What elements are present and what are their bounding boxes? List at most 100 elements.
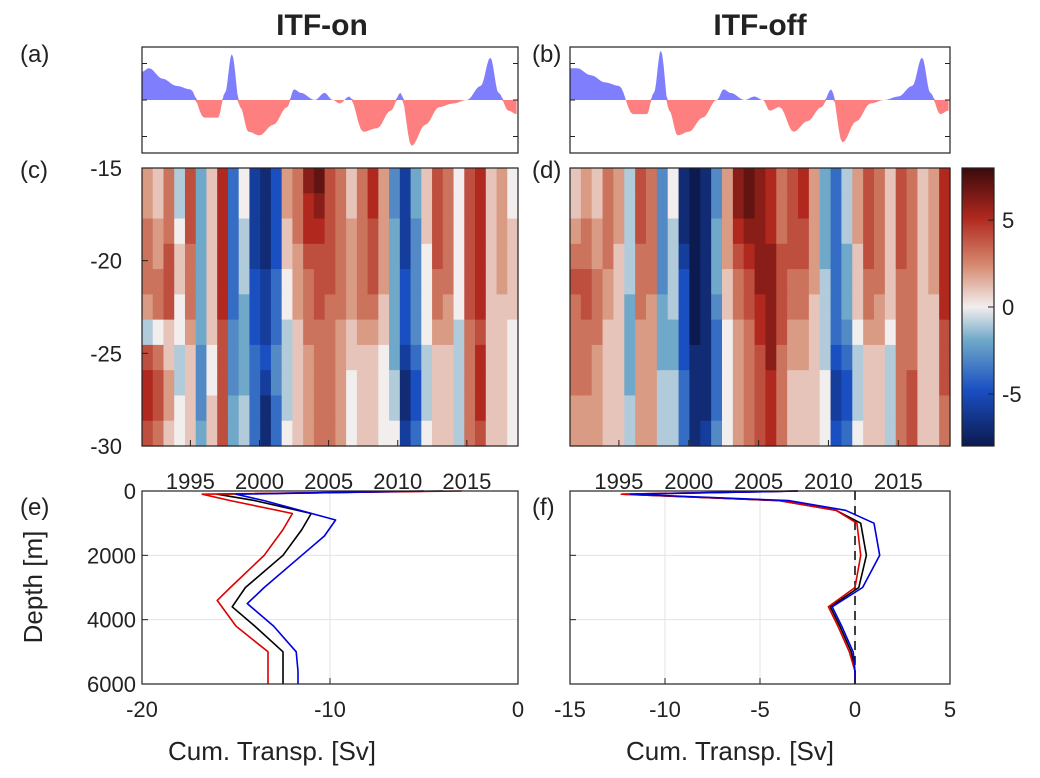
heatmap-cell [852, 319, 864, 346]
heatmap-cell [906, 294, 919, 321]
heatmap-cell [874, 344, 886, 371]
heatmap-cell [399, 269, 412, 295]
ytick-label: 4000 [87, 608, 136, 633]
heatmap-cell [776, 294, 788, 321]
heatmap-cell [830, 243, 843, 270]
heatmap-cell [142, 319, 154, 346]
heatmap-cell [313, 319, 326, 346]
heatmap-cell [841, 294, 853, 321]
heatmap-cell [346, 193, 358, 220]
heatmap-cell [152, 294, 165, 321]
xtick-label: -5 [750, 697, 770, 722]
heatmap-cell [292, 370, 304, 397]
heatmap-cell [787, 395, 799, 422]
heatmap-cell [206, 218, 218, 245]
heatmap-cell [798, 218, 810, 245]
heatmap-cell [399, 420, 412, 447]
heatmap-cell [335, 294, 347, 321]
heatmap-cell [367, 420, 379, 447]
heatmap-cell [819, 420, 832, 447]
heatmap-cell [142, 193, 154, 220]
heatmap-cell [174, 218, 186, 245]
heatmap-cell [722, 193, 734, 220]
heatmap-cell [787, 243, 799, 270]
heatmap-cell [410, 319, 422, 346]
heatmap-cell [270, 168, 283, 194]
heatmap-cell [356, 193, 369, 220]
heatmap-cell [356, 319, 369, 346]
heatmap-cell [346, 395, 358, 422]
heatmap-cell [507, 420, 519, 447]
heatmap-cell [270, 344, 283, 371]
heatmap-cell [722, 168, 734, 194]
heatmap-cell [163, 193, 175, 220]
heatmap-cell [152, 395, 165, 422]
heatmap-cell [399, 243, 412, 270]
heatmap-cell [711, 395, 723, 422]
heatmap-cell [442, 319, 455, 346]
heatmap-cell [678, 168, 691, 194]
heatmap-cell [884, 395, 897, 422]
heatmap-cell [303, 168, 315, 194]
panel-c: -15 -20 -25 -30 1995 2000 2005 2010 2015 [90, 156, 519, 494]
heatmap-cell [389, 168, 401, 194]
xtick-label: -20 [126, 697, 158, 722]
heatmap-cell [475, 319, 487, 346]
heatmap-cell [863, 294, 875, 321]
heatmap-cell [174, 420, 186, 447]
heatmap-cell [217, 420, 229, 447]
heatmap-cell [421, 294, 433, 321]
heatmap-cell [765, 218, 777, 245]
heatmap-cell [292, 168, 304, 194]
heatmap-cell [884, 218, 897, 245]
ytick-label: 2000 [87, 543, 136, 568]
heatmap-cell [906, 243, 919, 270]
panel-a-frame [141, 46, 519, 154]
heatmap-cell [689, 420, 701, 447]
heatmap-cell [142, 420, 154, 447]
heatmap-cell [613, 420, 625, 447]
heatmap-cell [335, 370, 347, 397]
heatmap-cell [378, 344, 390, 371]
panel-label-b: (b) [532, 41, 561, 68]
heatmap-cell [852, 193, 864, 220]
heatmap-cell [917, 269, 929, 295]
heatmap-cell [841, 243, 853, 270]
heatmap-cell [656, 193, 669, 220]
heatmap-cell [656, 269, 669, 295]
heatmap-cell [656, 218, 669, 245]
heatmap-cell [367, 395, 379, 422]
heatmap-cell [863, 168, 875, 194]
heatmap-cell [195, 269, 208, 295]
ytick-label: 0 [124, 479, 136, 504]
heatmap-cell [292, 395, 304, 422]
heatmap-cell [700, 344, 712, 371]
series-line [201, 490, 462, 684]
xtick-label: 2000 [664, 469, 713, 494]
heatmap-cell [678, 218, 691, 245]
heatmap-cell [174, 168, 186, 194]
heatmap-cell [830, 193, 843, 220]
xtick-label: 2000 [235, 469, 284, 494]
heatmap-cell [722, 269, 734, 295]
heatmap-cell [689, 344, 701, 371]
heatmap-cell [206, 168, 218, 194]
heatmap-cell [206, 344, 218, 371]
panel-d-frame [569, 167, 951, 447]
heatmap-cell [346, 344, 358, 371]
heatmap-cell [819, 269, 832, 295]
heatmap-cell [570, 395, 582, 422]
heatmap-cell [485, 243, 498, 270]
heatmap-cell [591, 294, 604, 321]
heatmap-cell [475, 269, 487, 295]
heatmap-cell [884, 294, 897, 321]
heatmap-cell [874, 294, 886, 321]
heatmap-cell [928, 218, 940, 245]
heatmap-cell [270, 319, 283, 346]
xtick-label: 5 [944, 697, 956, 722]
heatmap-cell [475, 218, 487, 245]
title-itf-off: ITF-off [713, 9, 807, 42]
heatmap-cell [378, 319, 390, 346]
ytick-label: -30 [90, 434, 122, 459]
heatmap-cell [442, 193, 455, 220]
